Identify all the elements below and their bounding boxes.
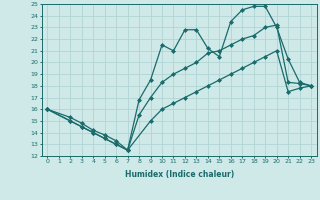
X-axis label: Humidex (Indice chaleur): Humidex (Indice chaleur) [124, 170, 234, 179]
